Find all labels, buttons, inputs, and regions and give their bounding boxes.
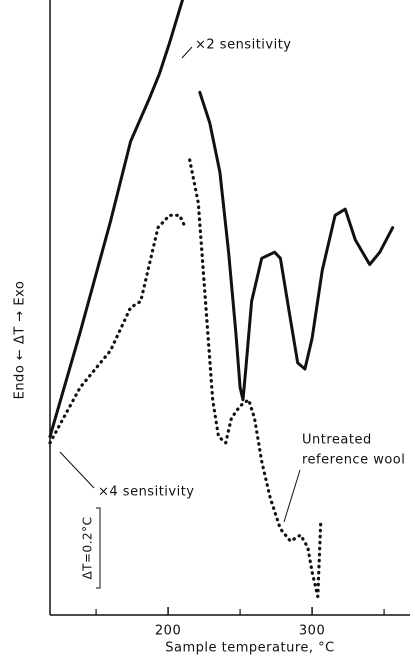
scale-bar (96, 507, 101, 589)
leader-line (283, 469, 301, 523)
series-line (48, 158, 323, 599)
x-tick-label: 200 (155, 624, 181, 639)
annotation: ×2 sensitivity (195, 38, 292, 53)
annotation: reference wool (302, 453, 405, 468)
annotation: ×4 sensitivity (98, 485, 195, 500)
series-line (48, 0, 395, 439)
x-tick-label: 300 (299, 624, 325, 639)
annotation: Untreated (302, 433, 372, 448)
leader-line (59, 451, 95, 489)
leader-line (181, 46, 193, 59)
x-axis-label: Sample temperature, °C (165, 641, 334, 656)
scale-label: ΔT=0.2°C (81, 516, 95, 579)
y-axis-label: Endo ← ΔT → Exo (13, 281, 28, 400)
